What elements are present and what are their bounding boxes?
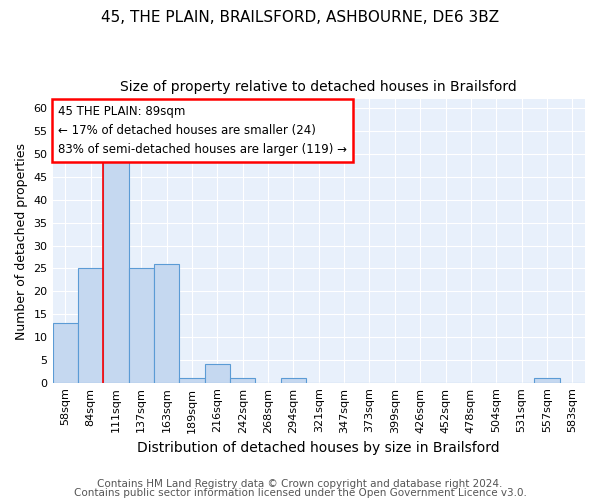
Text: 45, THE PLAIN, BRAILSFORD, ASHBOURNE, DE6 3BZ: 45, THE PLAIN, BRAILSFORD, ASHBOURNE, DE… — [101, 10, 499, 25]
Bar — [154, 264, 179, 382]
Text: Contains HM Land Registry data © Crown copyright and database right 2024.: Contains HM Land Registry data © Crown c… — [97, 479, 503, 489]
Text: Contains public sector information licensed under the Open Government Licence v3: Contains public sector information licen… — [74, 488, 526, 498]
Bar — [281, 378, 306, 382]
Bar — [128, 268, 154, 382]
Bar — [103, 158, 128, 382]
Title: Size of property relative to detached houses in Brailsford: Size of property relative to detached ho… — [121, 80, 517, 94]
Bar — [78, 268, 103, 382]
Bar — [230, 378, 256, 382]
Bar — [179, 378, 205, 382]
X-axis label: Distribution of detached houses by size in Brailsford: Distribution of detached houses by size … — [137, 441, 500, 455]
Text: 45 THE PLAIN: 89sqm
← 17% of detached houses are smaller (24)
83% of semi-detach: 45 THE PLAIN: 89sqm ← 17% of detached ho… — [58, 105, 347, 156]
Bar — [534, 378, 560, 382]
Bar — [53, 324, 78, 382]
Bar — [205, 364, 230, 382]
Y-axis label: Number of detached properties: Number of detached properties — [15, 142, 28, 340]
